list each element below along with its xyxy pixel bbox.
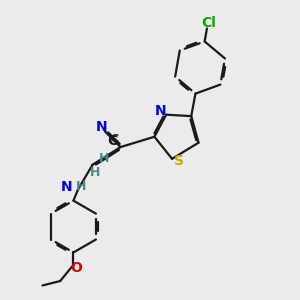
Text: O: O [70, 261, 82, 275]
Text: C: C [107, 134, 117, 148]
Text: N: N [154, 104, 166, 118]
Text: S: S [174, 154, 184, 168]
Text: H: H [99, 152, 109, 165]
Text: Cl: Cl [201, 16, 216, 29]
Text: N: N [61, 180, 73, 194]
Text: H: H [76, 180, 87, 193]
Text: N: N [96, 120, 107, 134]
Text: C: C [111, 134, 119, 144]
Text: H: H [90, 166, 101, 178]
